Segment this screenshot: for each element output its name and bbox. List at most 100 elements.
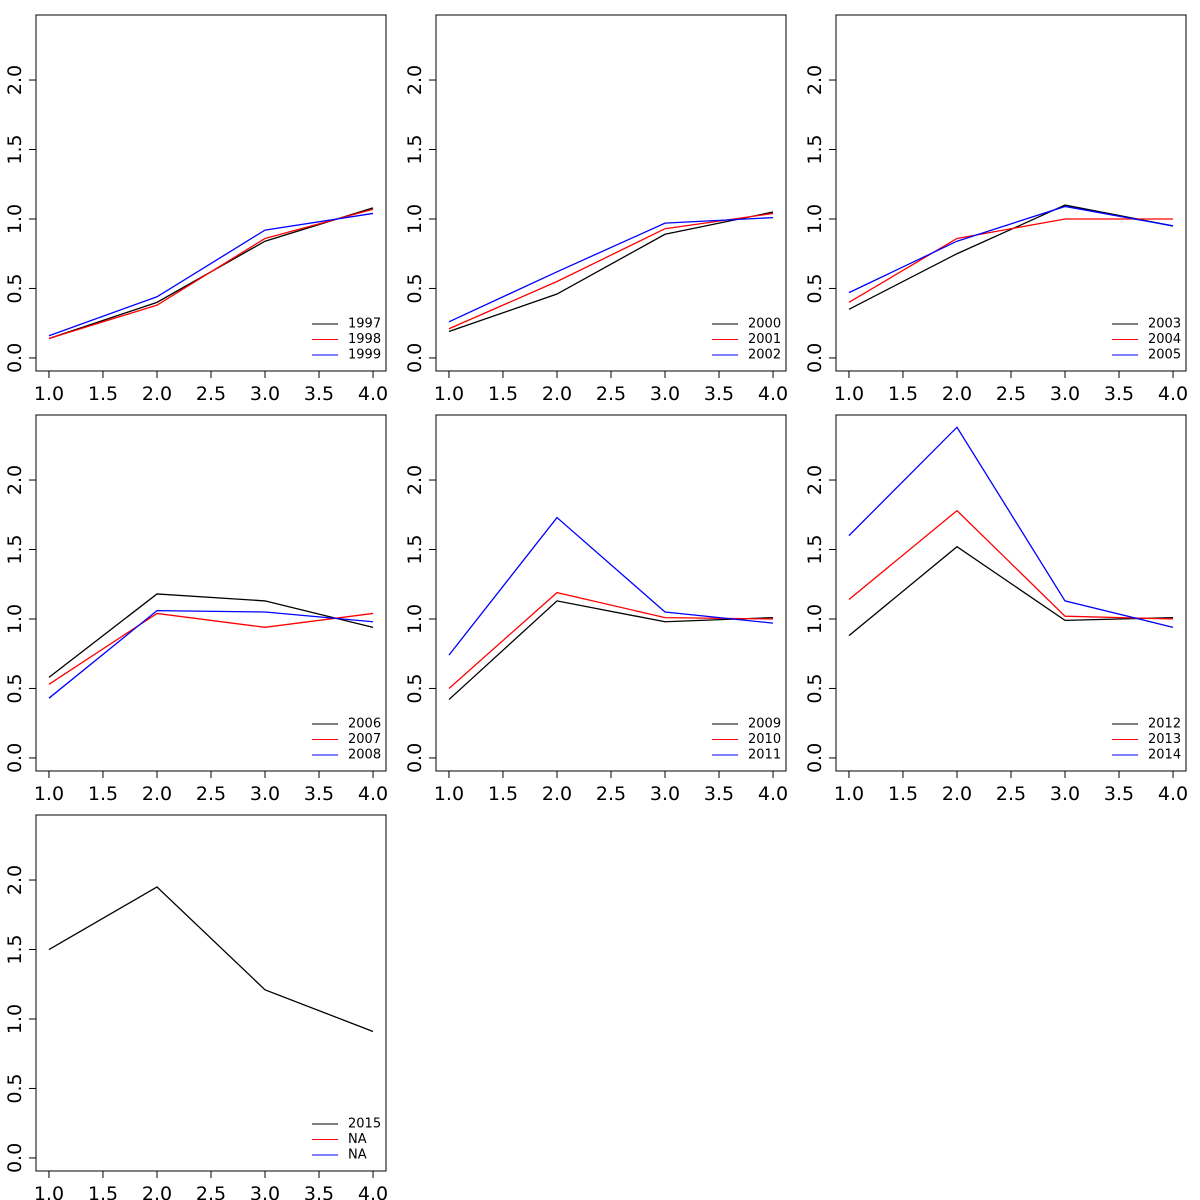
legend-label: 2002 bbox=[748, 348, 781, 363]
legend-label: 2008 bbox=[348, 748, 381, 763]
x-tick-label: 1.0 bbox=[834, 783, 864, 805]
series-line bbox=[448, 591, 774, 689]
x-tick-label: 3.0 bbox=[650, 783, 680, 805]
series-line bbox=[448, 211, 774, 333]
y-tick-label: 0.0 bbox=[804, 343, 826, 373]
x-tick-label: 4.0 bbox=[358, 383, 388, 405]
series-line bbox=[448, 600, 774, 701]
x-tick-label: 2.0 bbox=[942, 383, 972, 405]
y-tick-label: 1.0 bbox=[404, 204, 426, 234]
plot-frame bbox=[835, 414, 1187, 772]
legend-label: NA bbox=[348, 1132, 367, 1147]
y-tick-label: 0.5 bbox=[404, 273, 426, 303]
x-tick-label: 2.5 bbox=[996, 783, 1026, 805]
plot-frame bbox=[35, 814, 387, 1172]
x-tick-label: 3.5 bbox=[1104, 783, 1134, 805]
y-tick-label: 1.5 bbox=[404, 534, 426, 564]
series-line bbox=[848, 509, 1174, 620]
x-tick-label: 1.0 bbox=[34, 1183, 64, 1200]
x-tick-label: 1.0 bbox=[34, 783, 64, 805]
x-tick-label: 1.5 bbox=[888, 783, 918, 805]
x-tick-label: 3.5 bbox=[1104, 383, 1134, 405]
legend-label: 2004 bbox=[1148, 332, 1181, 347]
y-tick-label: 0.0 bbox=[4, 343, 26, 373]
legend-label: 2015 bbox=[348, 1117, 381, 1132]
x-tick-label: 3.0 bbox=[1050, 783, 1080, 805]
x-tick-label: 1.5 bbox=[488, 383, 518, 405]
series-line bbox=[48, 207, 374, 340]
series-line bbox=[848, 204, 1174, 310]
y-tick-label: 0.5 bbox=[4, 673, 26, 703]
y-tick-label: 1.0 bbox=[4, 604, 26, 634]
legend-label: 2011 bbox=[748, 748, 781, 763]
x-tick-label: 3.5 bbox=[704, 383, 734, 405]
series-line bbox=[48, 212, 374, 337]
y-tick-label: 2.0 bbox=[804, 65, 826, 95]
x-tick-label: 4.0 bbox=[358, 783, 388, 805]
x-tick-label: 2.5 bbox=[196, 383, 226, 405]
y-tick-label: 2.0 bbox=[804, 465, 826, 495]
y-tick-label: 0.0 bbox=[804, 743, 826, 773]
series-line bbox=[848, 205, 1174, 294]
y-tick-label: 0.5 bbox=[804, 273, 826, 303]
panel: 1.0 1.5 2.0 2.5 3.0 3.5 4.0 0.0 0.5 1.0 1.5 2.0 2009… bbox=[404, 414, 788, 805]
y-tick-label: 1.0 bbox=[4, 1004, 26, 1034]
series-line bbox=[848, 545, 1174, 637]
y-tick-label: 0.5 bbox=[4, 273, 26, 303]
x-tick-label: 2.0 bbox=[542, 783, 572, 805]
x-tick-label: 2.0 bbox=[542, 383, 572, 405]
x-tick-label: 3.0 bbox=[250, 1183, 280, 1200]
x-tick-label: 2.0 bbox=[142, 1183, 172, 1200]
legend-label: 2012 bbox=[1148, 717, 1181, 732]
legend-label: 2013 bbox=[1148, 732, 1181, 747]
y-tick-label: 0.5 bbox=[4, 1073, 26, 1103]
y-tick-label: 0.5 bbox=[804, 673, 826, 703]
legend-label: 2007 bbox=[348, 732, 381, 747]
panel: 1.0 1.5 2.0 2.5 3.0 3.5 4.0 0.0 0.5 1.0 1.5 2.0 2000… bbox=[404, 14, 788, 405]
x-tick-label: 1.5 bbox=[88, 783, 118, 805]
y-tick-label: 1.5 bbox=[4, 534, 26, 564]
x-tick-label: 2.5 bbox=[596, 783, 626, 805]
y-tick-label: 0.0 bbox=[404, 743, 426, 773]
series-line bbox=[848, 426, 1174, 628]
y-tick-label: 1.5 bbox=[404, 134, 426, 164]
x-tick-label: 3.0 bbox=[650, 383, 680, 405]
legend-label: NA bbox=[348, 1148, 367, 1163]
y-tick-label: 1.0 bbox=[404, 604, 426, 634]
x-tick-label: 4.0 bbox=[758, 783, 788, 805]
legend-label: 2014 bbox=[1148, 748, 1181, 763]
y-tick-label: 0.0 bbox=[4, 1143, 26, 1173]
x-tick-label: 2.0 bbox=[942, 783, 972, 805]
legend-label: 1999 bbox=[348, 348, 381, 363]
x-tick-label: 2.5 bbox=[196, 783, 226, 805]
y-tick-label: 1.5 bbox=[4, 134, 26, 164]
series-line bbox=[448, 516, 774, 656]
series-line bbox=[448, 216, 774, 323]
x-tick-label: 1.5 bbox=[488, 783, 518, 805]
x-tick-label: 3.0 bbox=[250, 783, 280, 805]
x-tick-label: 3.0 bbox=[1050, 383, 1080, 405]
plot-frame bbox=[35, 14, 387, 372]
x-tick-label: 1.0 bbox=[34, 383, 64, 405]
y-tick-label: 2.0 bbox=[404, 65, 426, 95]
x-tick-label: 2.5 bbox=[996, 383, 1026, 405]
x-tick-label: 4.0 bbox=[358, 1183, 388, 1200]
legend-label: 1998 bbox=[348, 332, 381, 347]
y-tick-label: 1.5 bbox=[804, 534, 826, 564]
plot-frame bbox=[35, 414, 387, 772]
legend-label: 2009 bbox=[748, 717, 781, 732]
y-tick-label: 1.5 bbox=[804, 134, 826, 164]
y-tick-label: 0.5 bbox=[404, 673, 426, 703]
panel: 1.0 1.5 2.0 2.5 3.0 3.5 4.0 0.0 0.5 1.0 1.5 2.0 2012… bbox=[804, 414, 1188, 805]
x-tick-label: 1.0 bbox=[434, 783, 464, 805]
x-tick-label: 2.5 bbox=[196, 1183, 226, 1200]
series-line bbox=[48, 208, 374, 340]
x-tick-label: 3.5 bbox=[304, 383, 334, 405]
legend-label: 2001 bbox=[748, 332, 781, 347]
y-tick-label: 1.0 bbox=[804, 604, 826, 634]
panel: 1.0 1.5 2.0 2.5 3.0 3.5 4.0 0.0 0.5 1.0 1.5 2.0 1997… bbox=[4, 14, 388, 405]
x-tick-label: 4.0 bbox=[1158, 383, 1188, 405]
x-tick-label: 1.0 bbox=[834, 383, 864, 405]
